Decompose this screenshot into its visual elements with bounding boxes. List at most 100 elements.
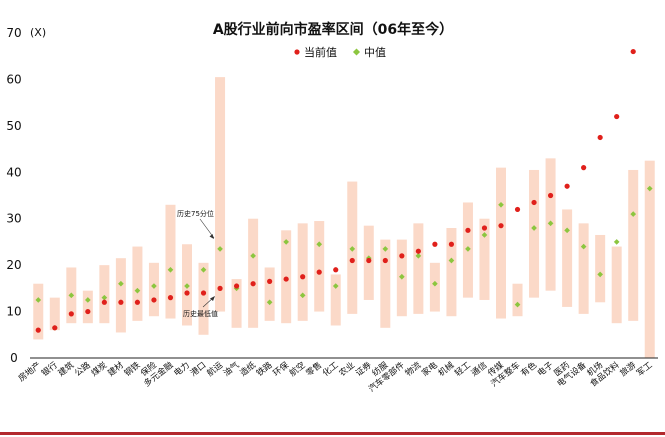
annotation-min: 历史最低值 <box>183 296 218 318</box>
legend-current-label: 当前值 <box>304 45 337 59</box>
x-tick-label: 通信 <box>469 359 490 378</box>
current-point <box>597 134 603 141</box>
y-tick-label: 60 <box>6 72 21 86</box>
annotation-75pct: 历史75分位 <box>177 209 215 239</box>
x-tick-label: 家电 <box>420 359 441 378</box>
median-point <box>266 299 273 306</box>
current-point <box>85 308 91 315</box>
current-point <box>118 299 124 305</box>
current-point <box>167 295 174 301</box>
x-tick-label: 航空 <box>287 360 307 379</box>
x-tick-label: 环保 <box>271 359 292 378</box>
x-tick-label: 机械 <box>436 359 457 378</box>
range-bar <box>264 267 275 321</box>
x-tick-label: 建筑 <box>56 359 77 378</box>
range-bar <box>198 262 209 335</box>
median-point <box>448 257 455 264</box>
range-bar <box>165 204 176 319</box>
x-tick-label: 轻工 <box>453 359 474 378</box>
legend-current-marker <box>294 49 300 55</box>
median-point <box>283 239 289 245</box>
x-tick-label: 煤炭 <box>89 359 110 378</box>
median-point <box>167 266 174 273</box>
current-point <box>134 299 141 305</box>
x-tick-label: 零售 <box>304 360 324 379</box>
median-point <box>200 266 207 273</box>
median-markers <box>35 185 653 331</box>
range-bar <box>479 218 490 300</box>
median-point <box>399 273 405 280</box>
current-point <box>217 285 223 291</box>
range-bar <box>380 239 391 328</box>
current-point <box>184 290 190 296</box>
range-bar <box>429 262 440 312</box>
y-tick-label: 10 <box>6 305 21 319</box>
y-tick-label: 40 <box>6 165 21 179</box>
current-point <box>465 227 471 233</box>
x-tick-label: 航运 <box>205 359 226 378</box>
range-bar <box>314 221 325 312</box>
x-tick-label: 油气 <box>221 359 242 378</box>
median-point <box>134 287 141 294</box>
current-point <box>333 267 339 273</box>
median-point <box>646 185 653 192</box>
x-tick-label: 银行 <box>39 359 60 378</box>
median-point <box>415 253 422 259</box>
x-tick-label: 公路 <box>73 359 94 378</box>
median-point <box>217 246 223 252</box>
annotation-75pct-arrowhead <box>209 234 214 239</box>
x-tick-label: 造纸 <box>238 359 259 378</box>
range-bar <box>330 274 341 326</box>
range-bar <box>578 223 589 314</box>
range-bar <box>413 223 424 314</box>
range-bar <box>644 160 655 358</box>
median-point <box>101 294 108 301</box>
median-point <box>382 246 389 252</box>
current-point <box>101 299 107 305</box>
legend: 当前值 中值 <box>294 45 386 59</box>
median-point <box>630 211 637 217</box>
current-point <box>399 253 405 259</box>
y-tick-label: 0 <box>10 351 18 365</box>
median-point <box>514 301 521 308</box>
range-bar <box>248 218 259 328</box>
range-bar <box>611 246 622 324</box>
legend-median-label: 中值 <box>364 46 386 59</box>
median-point <box>597 271 603 278</box>
current-point <box>283 276 289 282</box>
y-axis: 0 10 20 30 40 50 60 70 <box>6 26 21 365</box>
x-tick-label: 有色 <box>519 359 540 378</box>
x-tick-label: 化工 <box>320 359 341 378</box>
current-point <box>547 192 554 199</box>
current-point <box>52 325 58 331</box>
annotation-min-arrowhead <box>210 296 215 301</box>
y-tick-label: 30 <box>6 212 21 226</box>
x-tick-label: 证券 <box>353 359 374 378</box>
current-point <box>581 165 587 171</box>
range-bar <box>115 258 126 333</box>
range-bar <box>512 283 523 317</box>
x-tick-label: 农业 <box>337 360 357 379</box>
range-bar <box>628 169 639 321</box>
median-point <box>68 292 75 299</box>
range-bar <box>132 246 143 321</box>
chart-title: A股行业前向市盈率区间（06年至今） <box>213 21 453 38</box>
median-point <box>547 220 554 227</box>
current-point <box>514 206 521 213</box>
median-point <box>332 283 339 289</box>
current-point <box>630 48 636 55</box>
median-point <box>151 283 157 289</box>
x-axis-labels: 房地产银行建筑公路煤炭建材钢铁保险多元金融电力港口航运油气造纸铁路环保航空零售化… <box>16 359 655 394</box>
y-tick-label: 20 <box>6 258 21 272</box>
range-bar <box>562 209 573 307</box>
median-point <box>580 243 587 250</box>
current-point <box>366 257 372 264</box>
median-point <box>118 280 124 287</box>
current-point <box>432 241 438 247</box>
x-tick-label: 钢铁 <box>122 359 143 378</box>
x-tick-label: 铁路 <box>254 359 275 378</box>
median-point <box>531 225 537 231</box>
range-bar <box>99 265 110 324</box>
